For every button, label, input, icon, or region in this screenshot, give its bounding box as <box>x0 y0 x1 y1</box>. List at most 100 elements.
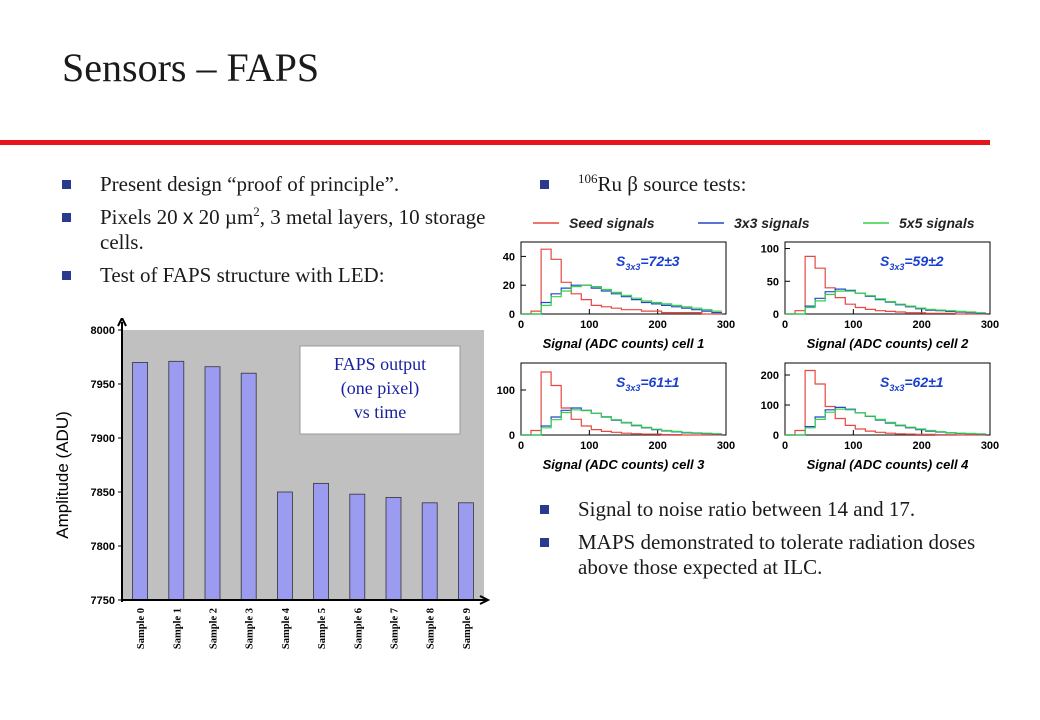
x-tick-label: 200 <box>648 319 666 331</box>
bar <box>240 372 257 601</box>
y-tick-label: 40 <box>503 251 515 263</box>
annotation-line: FAPS output <box>334 354 426 374</box>
bullet-item: Signal to noise ratio between 14 and 17. <box>540 497 980 522</box>
bullet-text-part: 20 <box>193 205 225 229</box>
x-category-label: Sample 9 <box>462 608 473 649</box>
bullet-text-superscript: 2 <box>253 204 260 219</box>
fit-label-symbol: S <box>616 374 626 390</box>
histogram-series-seed <box>785 255 986 315</box>
fit-label-subscript: 3x3 <box>889 262 904 272</box>
histogram-series-seed <box>785 369 986 436</box>
y-tick-label: 100 <box>761 244 779 256</box>
right-bottom-bullet-list: Signal to noise ratio between 14 and 17.… <box>540 497 980 588</box>
x-axis-label: Signal (ADC counts) cell 2 <box>807 336 970 351</box>
x-category-label: Sample 6 <box>353 608 364 649</box>
fit-label-value: =61±1 <box>640 374 679 390</box>
x-axis-label: Signal (ADC counts) cell 4 <box>807 457 970 472</box>
x-axis-arrow-icon <box>479 595 491 605</box>
bar <box>204 366 221 601</box>
x-axis-label: Signal (ADC counts) cell 1 <box>543 336 705 351</box>
x-axis-label: Signal (ADC counts) cell 3 <box>543 457 706 472</box>
legend-label: 3x3 signals <box>734 215 810 231</box>
bar <box>349 493 366 601</box>
y-tick-label: 100 <box>497 385 515 397</box>
annotation-line: (one pixel) <box>341 378 419 399</box>
fit-label-value: =62±1 <box>904 374 943 390</box>
bar <box>385 496 402 601</box>
fit-label: S3x3=62±1 <box>880 374 944 393</box>
bullet-text-times: x <box>182 206 194 229</box>
bullet-text: MAPS demonstrated to tolerate radiation … <box>578 530 976 579</box>
x-tick-label: 100 <box>844 440 862 452</box>
title-underline <box>0 140 990 145</box>
y-tick-label: 200 <box>761 370 779 382</box>
bar <box>168 360 185 601</box>
fit-label-value: =72±3 <box>640 253 679 269</box>
bullet-text-part: Ru <box>597 172 628 196</box>
histogram-series-s5x5 <box>521 409 722 436</box>
legend-label: Seed signals <box>569 215 655 231</box>
bar <box>132 362 148 601</box>
x-tick-label: 0 <box>518 319 524 331</box>
y-tick-label: 8000 <box>91 325 115 337</box>
histogram-frame <box>520 241 727 315</box>
x-tick-label: 0 <box>782 319 788 331</box>
y-tick-label: 7900 <box>91 433 115 445</box>
fit-label-symbol: S <box>880 374 890 390</box>
x-tick-label: 300 <box>717 440 735 452</box>
y-axis-arrow-icon <box>117 318 127 327</box>
bar <box>276 491 293 601</box>
fit-label: S3x3=61±1 <box>616 374 680 393</box>
fit-label-symbol: S <box>880 253 890 269</box>
square-bullet-icon <box>540 538 549 547</box>
legend-label: 5x5 signals <box>899 215 975 231</box>
square-bullet-icon <box>62 213 71 222</box>
y-tick-label: 0 <box>509 430 515 442</box>
y-tick-label: 0 <box>773 309 779 321</box>
fit-label-subscript: 3x3 <box>625 262 640 272</box>
bullet-item: Present design “proof of principle”. <box>62 172 492 197</box>
right-top-bullet-list: 106Ru β source tests: <box>540 172 870 205</box>
bar <box>457 502 474 601</box>
fit-label-subscript: 3x3 <box>625 383 640 393</box>
histogram-series-s5x5 <box>785 408 986 436</box>
x-category-label: Sample 5 <box>317 608 328 649</box>
x-tick-label: 300 <box>717 319 735 331</box>
histogram-series-s5x5 <box>785 290 986 315</box>
y-tick-label: 7850 <box>91 487 115 499</box>
annotation-box <box>299 345 461 435</box>
x-category-label: Sample 3 <box>245 608 256 649</box>
square-bullet-icon <box>540 180 549 189</box>
square-bullet-icon <box>62 271 71 280</box>
y-axis-label: Amplitude (ADU) <box>53 411 72 539</box>
bar <box>421 502 438 601</box>
bullet-text-part: Pixels 20 <box>100 205 183 229</box>
x-category-label: Sample 2 <box>209 608 220 649</box>
x-tick-label: 100 <box>580 319 598 331</box>
x-tick-label: 100 <box>844 319 862 331</box>
bar <box>313 482 330 601</box>
x-tick-label: 0 <box>782 440 788 452</box>
x-tick-label: 100 <box>580 440 598 452</box>
x-category-label: Sample 8 <box>426 608 437 649</box>
square-bullet-icon <box>540 505 549 514</box>
x-tick-label: 200 <box>912 440 930 452</box>
bullet-text: Test of FAPS structure with LED: <box>100 263 385 287</box>
y-tick-label: 7750 <box>91 595 115 607</box>
x-category-label: Sample 4 <box>281 607 292 649</box>
fit-label: S3x3=59±2 <box>880 253 944 272</box>
square-bullet-icon <box>62 180 71 189</box>
bullet-item: MAPS demonstrated to tolerate radiation … <box>540 530 980 580</box>
y-tick-label: 50 <box>767 276 779 288</box>
bullet-text-mu: µ <box>224 205 237 229</box>
y-tick-label: 20 <box>503 280 515 292</box>
x-tick-label: 300 <box>981 319 999 331</box>
bullet-text: Signal to noise ratio between 14 and 17. <box>578 497 916 521</box>
x-category-label: Sample 0 <box>136 608 147 649</box>
bullet-text-part: source tests: <box>637 172 747 196</box>
x-category-label: Sample 1 <box>172 608 183 649</box>
x-tick-label: 300 <box>981 440 999 452</box>
y-tick-label: 7950 <box>91 379 115 391</box>
bullet-item: Test of FAPS structure with LED: <box>62 263 492 288</box>
histogram-series-seed <box>521 248 722 315</box>
